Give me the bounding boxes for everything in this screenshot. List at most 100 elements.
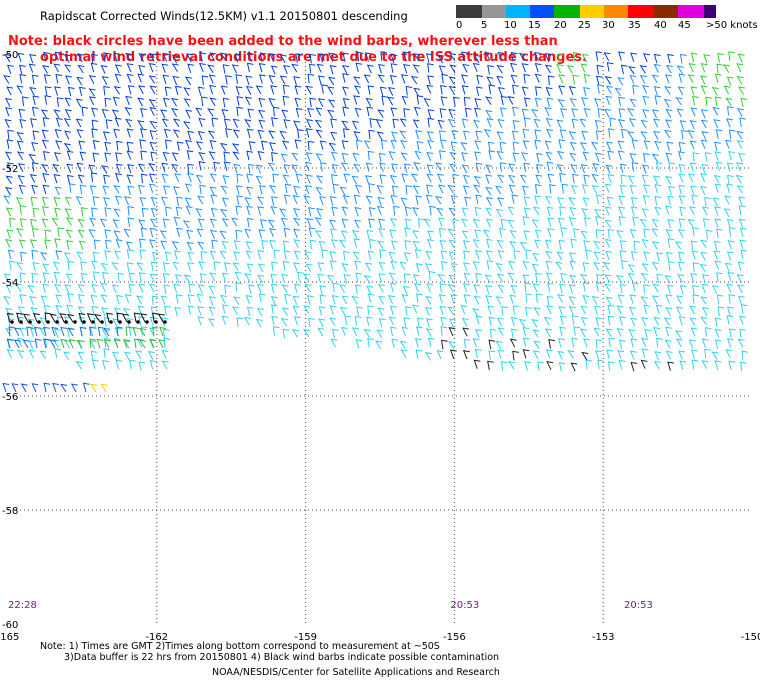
wind-barb: [689, 305, 697, 315]
wind-barb: [666, 141, 674, 152]
wind-barb: [665, 350, 673, 360]
wind-barb: [42, 283, 50, 294]
wind-barb: [126, 317, 134, 328]
wind-barb: [737, 338, 745, 348]
wind-barb: [639, 74, 647, 84]
wind-barb: [739, 239, 747, 250]
legend-label: 10: [504, 20, 517, 31]
wind-barb: [80, 272, 88, 283]
wind-barb: [255, 164, 263, 174]
wind-barb: [536, 152, 543, 163]
x-tick-label: -156: [443, 632, 466, 643]
wind-barb: [329, 317, 337, 326]
wind-barb: [365, 52, 372, 62]
contamination-dot: [28, 320, 32, 324]
wind-barb: [570, 164, 578, 173]
wind-barb: [569, 260, 577, 270]
wind-barb: [3, 75, 11, 84]
wind-barb: [450, 141, 458, 151]
wind-barb: [41, 129, 49, 139]
wind-barb: [641, 317, 649, 327]
legend-swatch: [678, 5, 704, 18]
wind-barb: [78, 140, 86, 150]
contamination-dot: [145, 320, 149, 324]
wind-barb: [557, 99, 565, 108]
wind-barb: [19, 218, 27, 228]
wind-barb: [447, 228, 455, 238]
wind-barb: [69, 183, 76, 193]
wind-barb: [148, 163, 156, 172]
wind-barb: [236, 106, 243, 117]
wind-barb: [641, 263, 649, 272]
wind-barb: [571, 118, 579, 129]
wind-barb: [388, 316, 396, 326]
wind-barb: [210, 207, 218, 218]
wind-barb: [678, 163, 686, 174]
wind-barb: [378, 162, 386, 172]
wind-barb: [184, 197, 192, 207]
wind-barb: [726, 76, 734, 86]
wind-barb: [736, 108, 744, 117]
wind-barb: [306, 118, 313, 129]
wind-barb: [450, 195, 458, 205]
wind-barb: [521, 108, 529, 119]
wind-barb: [585, 249, 592, 260]
wind-barb: [525, 249, 532, 260]
wind-barb: [439, 239, 447, 250]
wind-barb: [76, 251, 84, 261]
wind-barb: [315, 153, 323, 162]
wind-barb: [267, 219, 275, 229]
wind-barb: [56, 97, 64, 107]
wind-barb: [665, 119, 672, 129]
wind-barb: [449, 151, 457, 161]
wind-barb: [66, 163, 74, 173]
wind-barb: [78, 86, 86, 97]
wind-barb: [737, 53, 745, 63]
wind-barb: [665, 205, 672, 215]
wind-barb: [113, 52, 121, 62]
wind-barb: [53, 63, 61, 73]
wind-barb: [140, 107, 147, 118]
wind-barb: [86, 313, 94, 323]
wind-barb: [485, 284, 493, 295]
wind-barb: [602, 262, 610, 271]
wind-barb: [257, 249, 265, 260]
wind-barb: [425, 250, 433, 260]
wind-barb: [321, 84, 328, 94]
wind-barb: [354, 184, 362, 194]
wind-barb: [258, 263, 265, 273]
wind-barb: [113, 339, 121, 349]
wind-barb: [247, 108, 255, 118]
wind-barb: [727, 306, 734, 316]
wind-barb: [581, 208, 589, 218]
wind-barb: [463, 96, 471, 107]
wind-barb: [246, 205, 253, 216]
wind-barb: [114, 250, 121, 260]
wind-barb: [31, 383, 39, 393]
wind-barb: [17, 52, 25, 62]
wind-barb: [486, 76, 494, 86]
wind-barb: [187, 294, 195, 304]
wind-barb: [43, 382, 51, 393]
wind-barb: [139, 196, 147, 207]
wind-barb: [568, 296, 576, 305]
wind-barb: [714, 360, 722, 370]
wind-barb: [725, 262, 732, 272]
wind-barb: [653, 86, 661, 96]
wind-barb: [258, 97, 266, 108]
wind-barb: [93, 313, 101, 323]
wind-barb: [55, 140, 63, 150]
wind-barb: [161, 360, 169, 370]
wind-barb: [219, 230, 227, 240]
wind-barb: [639, 218, 647, 228]
wind-barb: [378, 273, 386, 283]
wind-barb: [269, 142, 276, 152]
wind-barb: [605, 85, 613, 95]
x-tick-label: -150: [741, 632, 760, 643]
wind-barb: [89, 338, 97, 349]
wind-barb: [148, 327, 156, 337]
wind-barb: [475, 86, 483, 96]
wind-barb: [367, 337, 374, 348]
wind-barb: [41, 218, 49, 228]
wind-barb: [663, 317, 671, 326]
